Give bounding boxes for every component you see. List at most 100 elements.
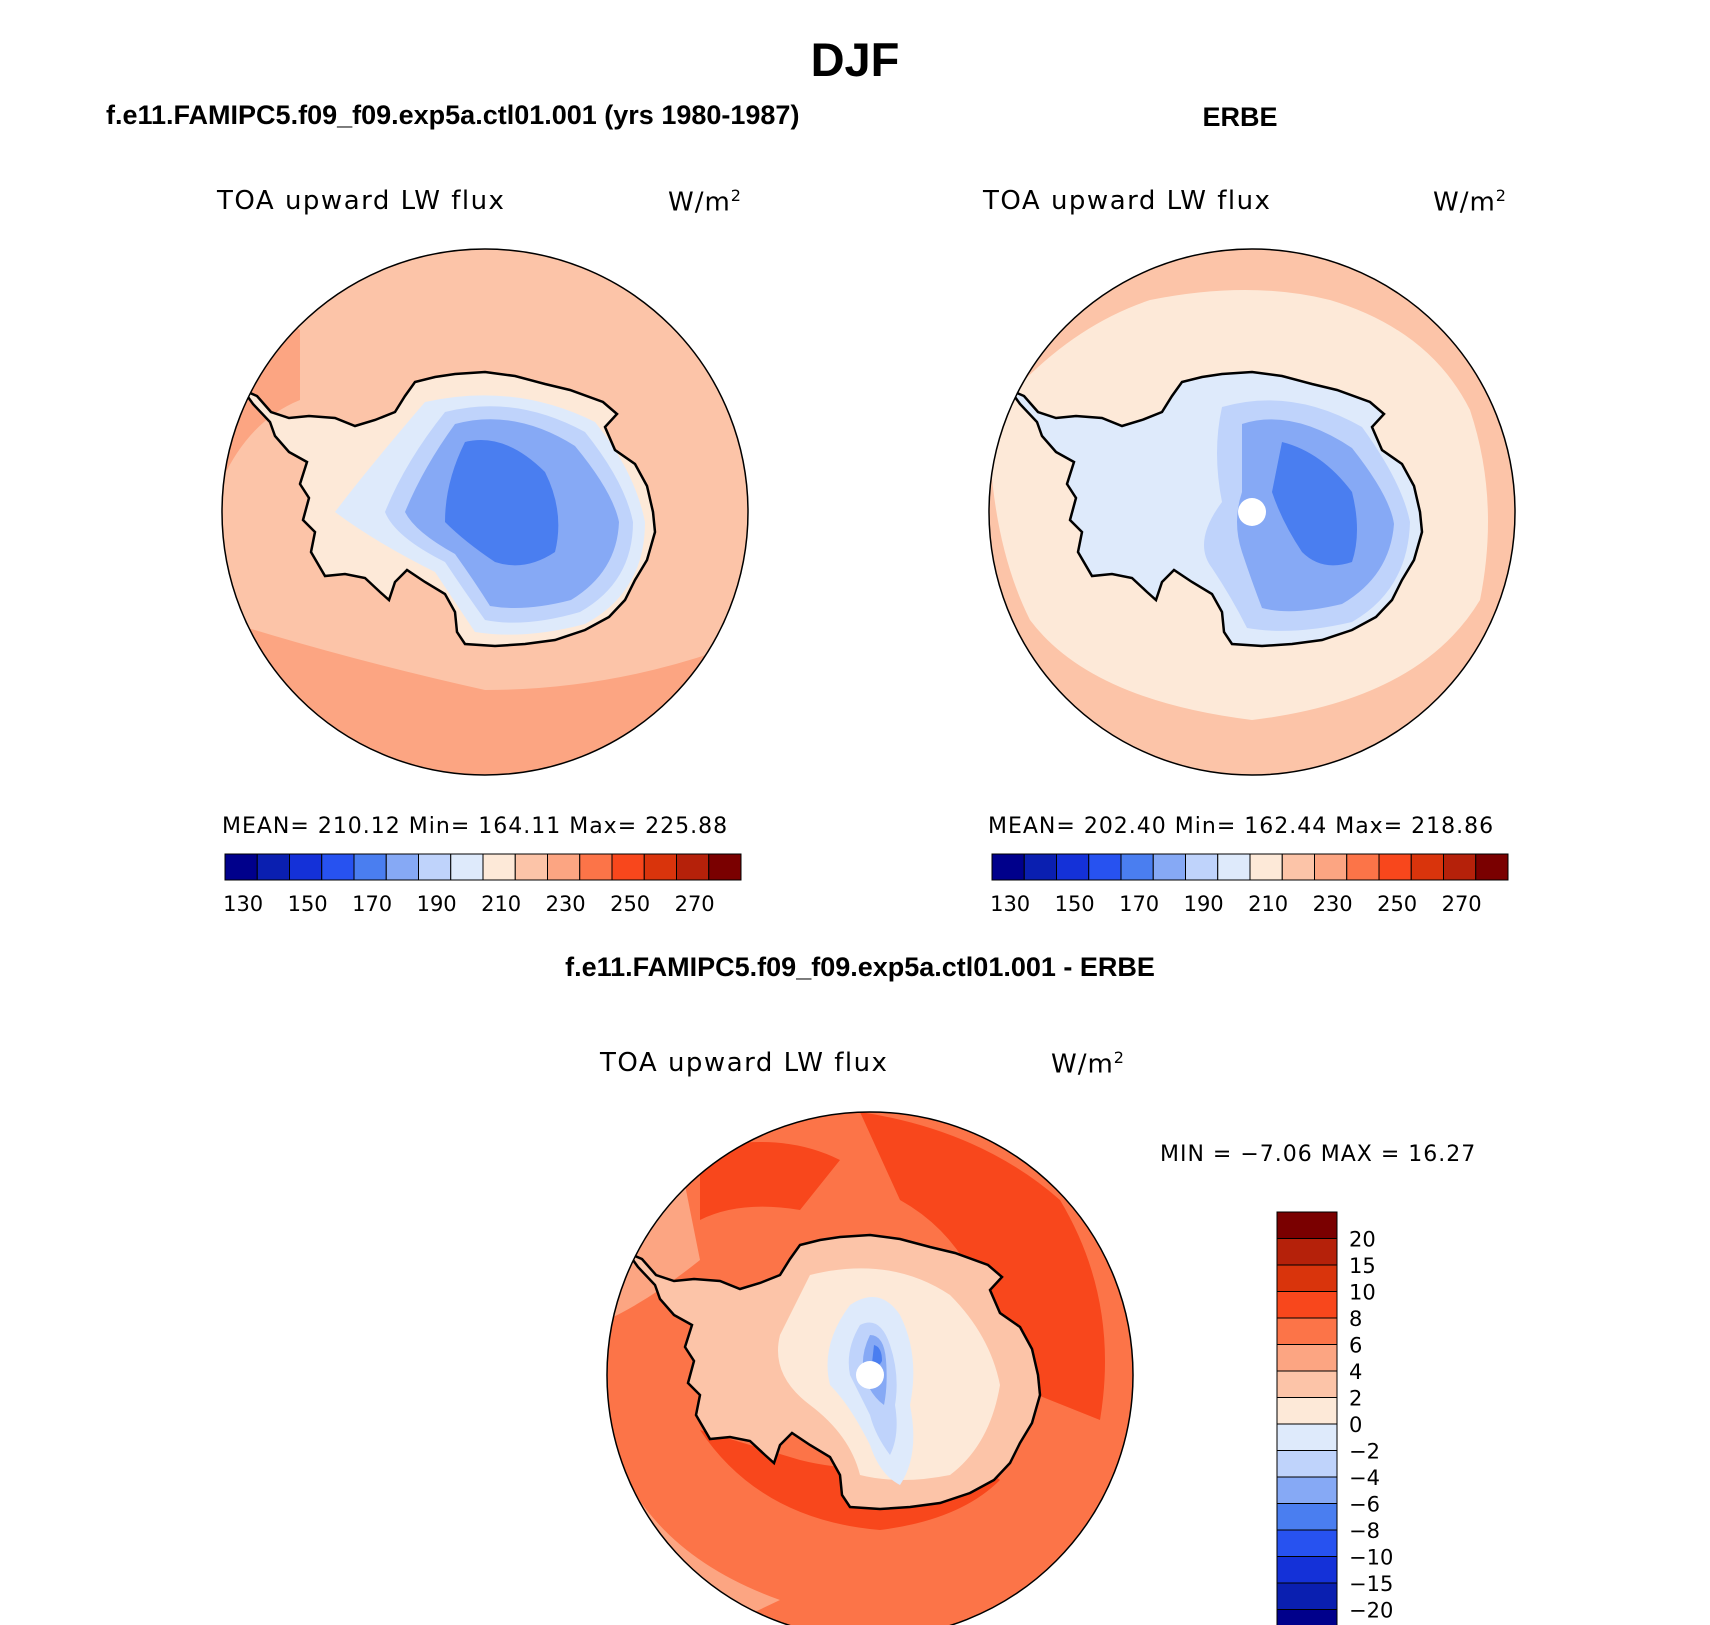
colorbar-box (579, 853, 613, 881)
colorbar-box (1276, 1397, 1338, 1425)
colorbar-tick-label: 130 (990, 892, 1030, 916)
erbe-variable-label: TOA upward LW flux (983, 186, 1272, 216)
colorbar-tick-label: 15 (1349, 1254, 1376, 1278)
colorbar-tick-label: 230 (1313, 892, 1353, 916)
colorbar-tick-label: −20 (1349, 1599, 1393, 1623)
diff-variable-label: TOA upward LW flux (600, 1048, 889, 1078)
colorbar-tick-label: −4 (1349, 1466, 1380, 1490)
colorbar-box (514, 853, 548, 881)
colorbar-box (1249, 853, 1283, 881)
model-units-label: W/m2 (668, 186, 742, 218)
colorbar-tick-label: −8 (1349, 1519, 1380, 1543)
colorbar-tick-label: 6 (1349, 1334, 1362, 1358)
model-map (221, 248, 749, 776)
colorbar-box (1276, 1556, 1338, 1584)
colorbar-box (1056, 853, 1090, 881)
erbe-map (988, 248, 1516, 776)
colorbar-box (1276, 1344, 1338, 1372)
page-title: DJF (810, 33, 900, 86)
colorbar-tick-label: 270 (675, 892, 715, 916)
colorbar-box (1276, 1211, 1338, 1239)
colorbar-box (418, 853, 452, 881)
colorbar-box (1276, 1503, 1338, 1531)
colorbar-box (1276, 1529, 1338, 1557)
colorbar-box (450, 853, 484, 881)
colorbar-box (482, 853, 516, 881)
map-boundary (221, 248, 749, 776)
units-base: W/m (1051, 1049, 1114, 1080)
colorbar-tick-label: −15 (1349, 1572, 1393, 1596)
colorbar-box (1185, 853, 1219, 881)
colorbar-tick-label: −10 (1349, 1546, 1393, 1570)
colorbar-tick-label: 170 (1119, 892, 1159, 916)
contour-minus8 (872, 1345, 882, 1366)
contour-165 (445, 440, 559, 566)
units-base: W/m (668, 187, 731, 218)
diff-panel-title: f.e11.FAMIPC5.f09_f09.exp5a.ctl01.001 - … (565, 952, 1155, 982)
colorbar-tick-label: 270 (1442, 892, 1482, 916)
colorbar-tick-label: 130 (223, 892, 263, 916)
colorbar-box (676, 853, 710, 881)
colorbar-tick-label: 20 (1349, 1228, 1376, 1252)
colorbar-box (1276, 1317, 1338, 1345)
colorbar-box (256, 853, 290, 881)
colorbar-tick-label: 210 (1248, 892, 1288, 916)
colorbar-box (708, 853, 742, 881)
colorbar-tick-label: 10 (1349, 1281, 1376, 1305)
colorbar-box (1276, 1582, 1338, 1610)
colorbar-tick-label: 2 (1349, 1387, 1362, 1411)
colorbar-tick-label: 250 (610, 892, 650, 916)
colorbar-box (1120, 853, 1154, 881)
contour-6 (607, 1160, 700, 1320)
colorbar-tick-label: 190 (1184, 892, 1224, 916)
model-panel-title: f.e11.FAMIPC5.f09_f09.exp5a.ctl01.001 (y… (106, 100, 800, 130)
colorbar-box (547, 853, 581, 881)
colorbar-box (1276, 1238, 1338, 1266)
map-boundary (988, 248, 1516, 776)
model-stats: MEAN= 210.12 Min= 164.11 Max= 225.88 (222, 814, 729, 839)
colorbar-tick-label: −2 (1349, 1440, 1380, 1464)
colorbar-box (224, 853, 258, 881)
units-exponent: 2 (1113, 1048, 1125, 1067)
colorbar-box (1410, 853, 1444, 881)
colorbar-box (1276, 1264, 1338, 1292)
erbe-units-label: W/m2 (1433, 186, 1507, 218)
diff-stats: MIN = −7.06 MAX = 16.27 (1160, 1142, 1477, 1167)
colorbar-tick-label: 230 (546, 892, 586, 916)
colorbar-box (1443, 853, 1477, 881)
colorbar-tick-label: 8 (1349, 1307, 1362, 1331)
erbe-panel-title: ERBE (1202, 102, 1278, 132)
colorbar-tick-label: 170 (352, 892, 392, 916)
colorbar-box (1346, 853, 1380, 881)
colorbar-tick-label: −6 (1349, 1493, 1380, 1517)
colorbar-box (611, 853, 645, 881)
colorbar-box (1281, 853, 1315, 881)
colorbar-box (1314, 853, 1348, 881)
colorbar-box (1276, 1291, 1338, 1319)
model-colorbar: 130 150 170 190 210 230 250 270 (223, 853, 742, 916)
colorbar-tick-label: 250 (1377, 892, 1417, 916)
colorbar-box (1088, 853, 1122, 881)
pole-hole (1238, 498, 1266, 526)
colorbar-tick-label: 4 (1349, 1360, 1362, 1384)
colorbar-tick-label: 210 (481, 892, 521, 916)
colorbar-box (1023, 853, 1057, 881)
colorbar-box (353, 853, 387, 881)
colorbar-box (385, 853, 419, 881)
colorbar-box (1276, 1476, 1338, 1504)
colorbar-box (1276, 1450, 1338, 1478)
contour-165 (1272, 442, 1357, 566)
colorbar-box (289, 853, 323, 881)
colorbar-box (1276, 1370, 1338, 1398)
colorbar-tick-label: 190 (417, 892, 457, 916)
map-boundary (606, 1111, 1134, 1625)
erbe-stats: MEAN= 202.40 Min= 162.44 Max= 218.86 (988, 814, 1495, 839)
model-variable-label: TOA upward LW flux (217, 186, 506, 216)
colorbar-tick-label: 0 (1349, 1413, 1362, 1437)
colorbar-box (321, 853, 355, 881)
units-exponent: 2 (1495, 186, 1507, 205)
erbe-colorbar: 130 150 170 190 210 230 250 270 (990, 853, 1509, 916)
colorbar-box (1217, 853, 1251, 881)
